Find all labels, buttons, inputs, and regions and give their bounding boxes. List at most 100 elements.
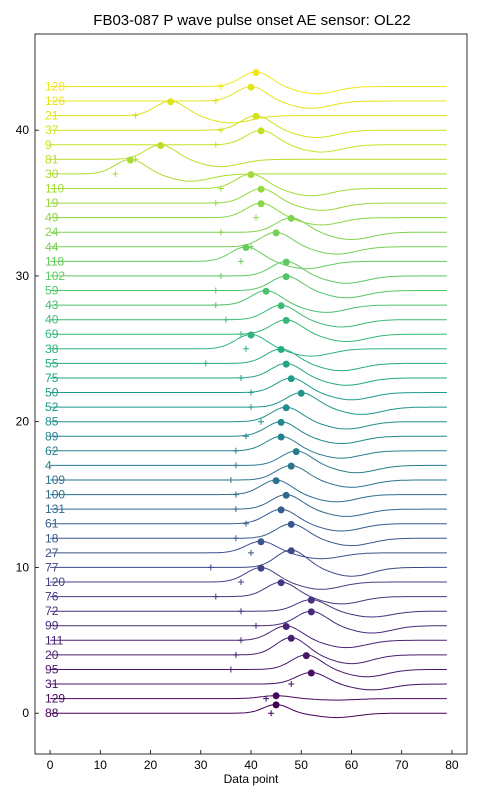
peak-marker-118 xyxy=(242,244,250,251)
onset-pick-37 xyxy=(217,127,224,134)
peak-marker-99 xyxy=(307,608,315,616)
onset-pick-111 xyxy=(238,637,244,644)
peak-marker-59 xyxy=(282,273,290,281)
trace-131 xyxy=(50,494,447,517)
peak-marker-85 xyxy=(282,404,290,412)
peak-marker-49 xyxy=(257,200,265,208)
trace-label-77: 77 xyxy=(45,560,59,574)
trace-81 xyxy=(50,144,447,168)
peak-marker-111 xyxy=(282,623,290,630)
trace-label-38: 38 xyxy=(45,342,59,356)
trace-label-21: 21 xyxy=(45,109,59,123)
peak-marker-129 xyxy=(272,692,280,700)
onset-pick-89 xyxy=(243,433,249,440)
x-tick-label-60: 60 xyxy=(345,758,359,772)
trace-4 xyxy=(50,450,447,474)
trace-label-110: 110 xyxy=(45,182,64,196)
trace-label-88: 88 xyxy=(45,706,59,720)
trace-label-62: 62 xyxy=(45,444,59,458)
trace-label-81: 81 xyxy=(45,152,59,166)
onset-pick-76 xyxy=(212,593,219,600)
onset-pick-126 xyxy=(212,98,219,104)
trace-75 xyxy=(50,362,447,386)
peak-marker-120 xyxy=(257,564,265,572)
x-axis-label: Data point xyxy=(224,772,279,786)
onset-pick-88 xyxy=(268,710,275,717)
onset-pick-72 xyxy=(238,608,244,615)
trace-label-43: 43 xyxy=(45,298,59,312)
y-tick-label-10: 10 xyxy=(16,560,30,574)
trace-label-126: 126 xyxy=(45,94,65,108)
trace-label-69: 69 xyxy=(45,327,59,341)
peak-marker-77 xyxy=(287,547,295,555)
x-tick-label-80: 80 xyxy=(445,758,459,772)
peak-marker-52 xyxy=(297,389,305,397)
onset-pick-38 xyxy=(243,345,249,352)
onset-pick-75 xyxy=(238,375,244,381)
onset-pick-118 xyxy=(238,258,244,265)
onset-pick-20 xyxy=(232,651,239,658)
onset-pick-81 xyxy=(132,156,139,163)
peak-marker-4 xyxy=(292,448,300,456)
trace-100 xyxy=(50,479,447,503)
trace-52 xyxy=(50,392,447,415)
peak-marker-61 xyxy=(277,506,285,514)
peak-marker-27 xyxy=(257,538,265,546)
trace-label-20: 20 xyxy=(45,648,59,662)
markers xyxy=(112,69,315,717)
x-tick-label-50: 50 xyxy=(295,758,309,772)
peak-marker-69 xyxy=(282,316,290,324)
trace-label-37: 37 xyxy=(45,123,59,137)
trace-label-19: 19 xyxy=(45,196,59,210)
peak-marker-109 xyxy=(287,462,295,470)
trace-label-52: 52 xyxy=(45,400,59,414)
peak-marker-19 xyxy=(257,185,265,193)
trace-99 xyxy=(50,610,447,634)
trace-9 xyxy=(50,129,447,153)
y-tick-label-20: 20 xyxy=(16,415,30,429)
trace-77 xyxy=(50,549,447,577)
trace-69 xyxy=(50,319,447,342)
y-tick-label-40: 40 xyxy=(16,123,30,137)
onset-pick-27 xyxy=(248,549,254,556)
x-tick-label-10: 10 xyxy=(94,758,108,772)
trace-label-102: 102 xyxy=(45,269,65,283)
trace-label-72: 72 xyxy=(45,604,59,618)
peak-marker-55 xyxy=(277,346,285,353)
onset-pick-109 xyxy=(227,477,234,483)
peak-marker-50 xyxy=(287,375,295,383)
trace-44 xyxy=(50,231,447,255)
trace-label-24: 24 xyxy=(45,225,59,239)
y-tick-label-30: 30 xyxy=(16,269,30,283)
trace-126 xyxy=(50,86,447,109)
onset-pick-24 xyxy=(217,229,224,236)
trace-label-61: 61 xyxy=(45,517,59,531)
x-axis-ticks: 0 10 20 30 40 50 60 70 80 xyxy=(47,750,459,772)
trace-label-85: 85 xyxy=(45,415,59,429)
peak-marker-38 xyxy=(247,331,255,339)
onset-pick-129 xyxy=(263,695,270,702)
trace-50 xyxy=(50,377,447,401)
peak-marker-126 xyxy=(247,83,255,91)
peak-marker-88 xyxy=(272,701,280,709)
trace-label-95: 95 xyxy=(45,663,59,677)
y-tick-label-0: 0 xyxy=(22,706,29,720)
onset-pick-131 xyxy=(232,506,239,513)
traces xyxy=(50,71,447,719)
x-tick-label-0: 0 xyxy=(47,758,54,772)
trace-label-18: 18 xyxy=(45,531,59,545)
onset-pick-110 xyxy=(217,185,224,192)
onset-pick-100 xyxy=(232,491,239,498)
peak-marker-37 xyxy=(252,112,260,120)
trace-label-99: 99 xyxy=(45,619,59,633)
trace-label-9: 9 xyxy=(45,138,52,152)
trace-111 xyxy=(50,625,447,649)
trace-109 xyxy=(50,464,447,488)
trace-label-55: 55 xyxy=(45,356,59,370)
x-tick-label-70: 70 xyxy=(395,758,409,772)
onset-pick-30 xyxy=(112,170,119,177)
onset-pick-9 xyxy=(212,141,219,148)
onset-pick-99 xyxy=(253,622,259,629)
peak-marker-89 xyxy=(277,418,285,426)
